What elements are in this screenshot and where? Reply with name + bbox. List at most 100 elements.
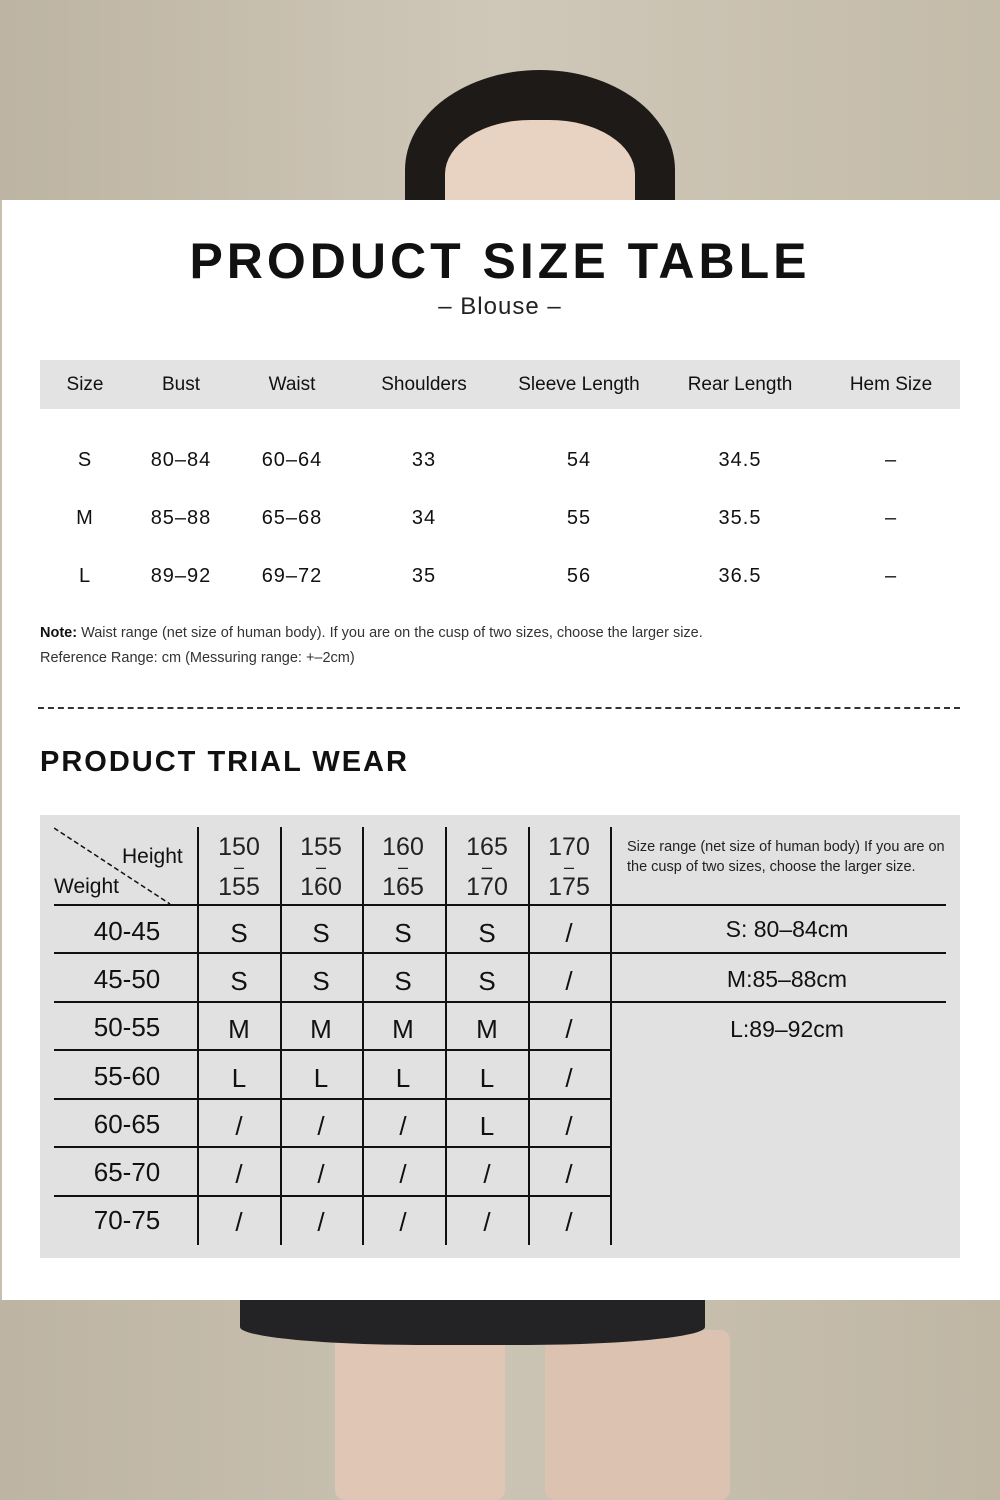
size-cell: / xyxy=(399,1207,407,1238)
size-cell: / xyxy=(235,1159,243,1189)
grid-line xyxy=(54,1098,611,1100)
table-cell: – xyxy=(884,449,898,471)
height-to: 155 xyxy=(218,873,260,901)
page-subtitle: – Blouse – xyxy=(438,293,562,320)
grid-line xyxy=(54,1195,611,1197)
reference-range: Reference Range: cm (Messuring range: +–… xyxy=(40,650,355,666)
height-to: 160 xyxy=(300,873,342,901)
column-header: Size xyxy=(66,374,104,395)
size-cell: L xyxy=(395,1062,411,1093)
size-cell: S xyxy=(478,966,496,997)
size-cell: / xyxy=(565,1207,573,1238)
size-cell: L xyxy=(479,1110,495,1141)
size-cell: / xyxy=(399,1110,407,1141)
column-header: Waist xyxy=(268,374,316,395)
model-skirt xyxy=(240,1300,705,1345)
grid-line xyxy=(445,827,447,1245)
size-cell: / xyxy=(565,1062,573,1093)
size-cell: / xyxy=(565,1110,573,1141)
size-cell: / xyxy=(235,1207,243,1238)
size-cell: L xyxy=(313,1062,329,1093)
table-cell: 33 xyxy=(411,449,437,471)
dash: – xyxy=(481,860,492,874)
size-cell: / xyxy=(317,1207,325,1238)
height-range: 170–175 xyxy=(539,834,599,900)
table-cell: 54 xyxy=(566,449,592,471)
grid-line xyxy=(528,827,530,1245)
dash: – xyxy=(233,860,244,874)
column-header: Shoulders xyxy=(381,374,467,395)
size-cell: / xyxy=(399,1159,407,1189)
column-header: Bust xyxy=(161,374,201,395)
size-cell: M xyxy=(310,1014,332,1045)
size-cell: / xyxy=(483,1207,491,1238)
size-cell: S xyxy=(394,966,412,997)
size-cell: S xyxy=(478,918,496,948)
table-cell: 34.5 xyxy=(718,449,762,471)
table-cell: – xyxy=(884,565,898,587)
size-cell: / xyxy=(483,1159,491,1189)
column-header: Hem Size xyxy=(849,374,933,395)
height-range: 155–160 xyxy=(291,834,351,900)
note: Note: Waist range (net size of human bod… xyxy=(40,625,703,641)
height-from: 150 xyxy=(218,833,260,861)
grid-line xyxy=(54,952,946,954)
dash: – xyxy=(397,860,408,874)
table-cell: 80–84 xyxy=(150,449,212,471)
size-cell: / xyxy=(317,1159,325,1189)
size-cell: L xyxy=(231,1062,247,1093)
table-cell: S xyxy=(77,449,93,471)
grid-line xyxy=(54,1146,611,1148)
weight-range: 40-45 xyxy=(93,916,161,946)
height-from: 170 xyxy=(548,833,590,861)
table-cell: – xyxy=(884,507,898,529)
size-cell: S xyxy=(230,966,248,997)
note-label: Note: xyxy=(40,625,78,641)
weight-range: 65-70 xyxy=(93,1157,161,1187)
size-cell: M xyxy=(476,1014,498,1045)
page-title: PRODUCT SIZE TABLE xyxy=(189,233,811,289)
height-from: 160 xyxy=(382,833,424,861)
size-range: L:89–92cm xyxy=(730,1016,844,1042)
grid-line xyxy=(54,1049,611,1051)
note-text: Waist range (net size of human body). If… xyxy=(77,625,703,641)
size-cell: / xyxy=(565,1159,573,1189)
size-range-info: Size range (net size of human body) If y… xyxy=(627,839,945,875)
table-cell: 65–68 xyxy=(261,507,323,529)
size-cell: / xyxy=(565,1014,573,1045)
table-cell: M xyxy=(76,507,94,529)
height-to: 170 xyxy=(466,873,508,901)
table-cell: 69–72 xyxy=(261,565,323,587)
size-cell: S xyxy=(312,918,330,948)
table-cell: 85–88 xyxy=(150,507,212,529)
weight-range: 55-60 xyxy=(93,1060,161,1091)
height-to: 175 xyxy=(548,873,590,901)
trial-wear-table xyxy=(40,815,960,1258)
table-cell: L xyxy=(78,565,92,587)
table-cell: 34 xyxy=(411,507,437,529)
size-cell: M xyxy=(392,1014,414,1045)
table-cell: 36.5 xyxy=(718,565,762,587)
column-header: Sleeve Length xyxy=(518,374,640,395)
table-cell: 60–64 xyxy=(261,449,323,471)
size-cell: S xyxy=(312,966,330,997)
size-cell: M xyxy=(228,1014,250,1045)
table-cell: 56 xyxy=(566,565,592,587)
height-to: 165 xyxy=(382,873,424,901)
size-cell: / xyxy=(565,918,573,948)
weight-range: 70-75 xyxy=(93,1205,161,1236)
table-cell: 35 xyxy=(411,565,437,587)
corner-weight: Weight xyxy=(54,875,119,898)
diagonal-divider xyxy=(54,827,171,905)
section-title: PRODUCT TRIAL WEAR xyxy=(40,746,409,778)
divider xyxy=(38,707,960,709)
size-cell: L xyxy=(479,1062,495,1093)
height-from: 165 xyxy=(466,833,508,861)
height-range: 150–155 xyxy=(209,834,269,900)
column-header: Rear Length xyxy=(687,374,793,395)
height-range: 160–165 xyxy=(373,834,433,900)
grid-line xyxy=(54,904,946,906)
size-table-header xyxy=(40,360,960,409)
table-cell: 55 xyxy=(566,507,592,529)
size-cell: S xyxy=(230,918,248,948)
